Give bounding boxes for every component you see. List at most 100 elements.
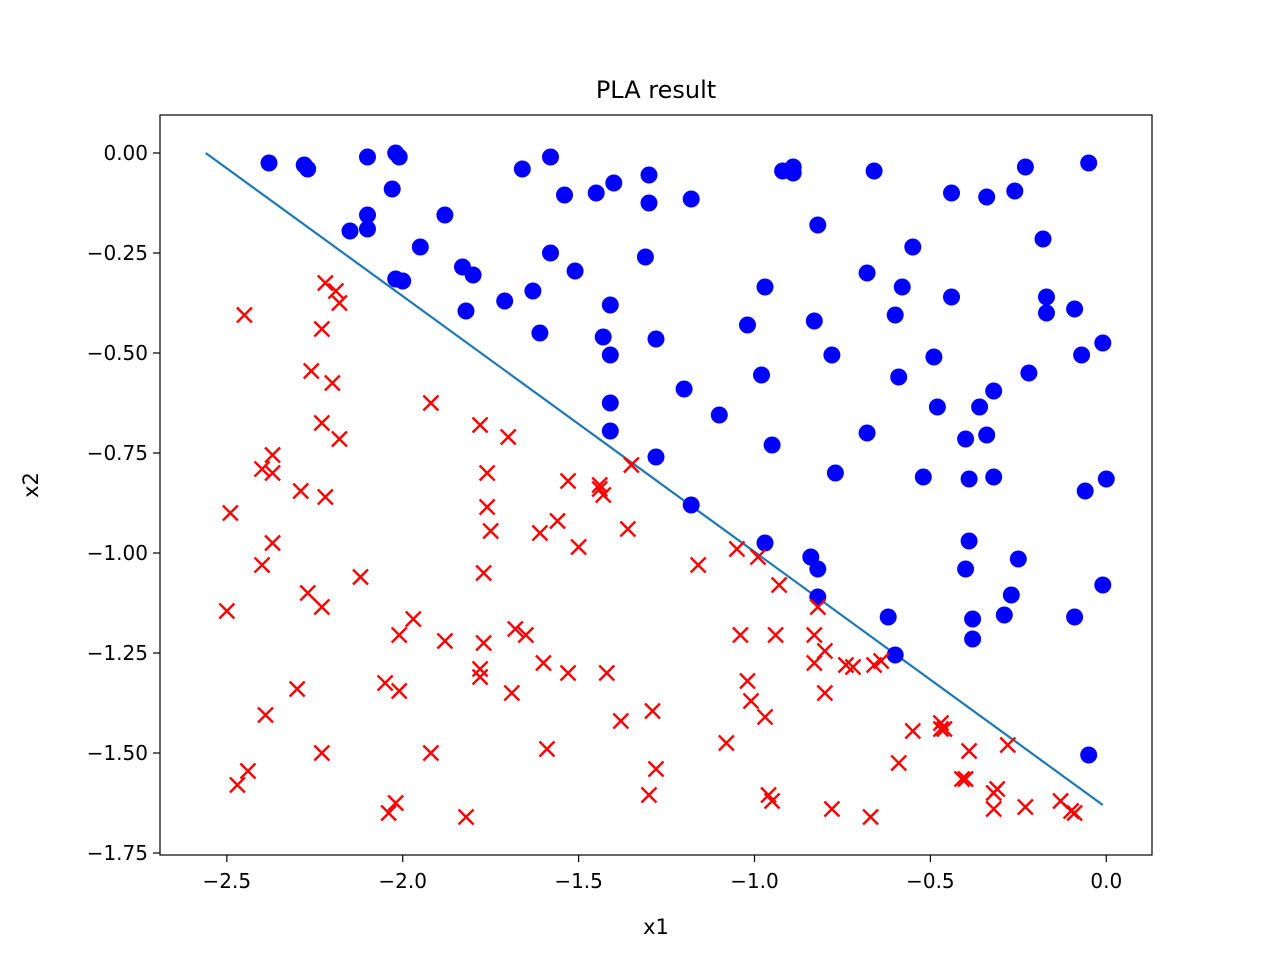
circle-point <box>858 264 876 282</box>
x-point <box>236 306 253 324</box>
x-point <box>313 744 331 762</box>
x-point <box>288 680 306 698</box>
circle-point <box>359 148 376 166</box>
x-point <box>623 456 640 474</box>
x-point <box>549 512 566 530</box>
circle-point <box>1094 334 1112 352</box>
chart-title: PLA result <box>596 76 716 104</box>
x-point <box>535 654 552 672</box>
x-point <box>644 702 661 720</box>
circle-point <box>756 278 774 296</box>
x-point <box>436 632 454 650</box>
x-point <box>890 754 908 772</box>
x-point <box>390 626 408 644</box>
x-tick-label: −2.5 <box>203 869 252 893</box>
x-point <box>264 534 281 552</box>
circle-point <box>753 366 770 384</box>
x-point <box>471 416 489 434</box>
circle-point <box>359 220 376 238</box>
circle-point <box>739 316 756 334</box>
x-point <box>598 664 616 682</box>
x-point <box>531 524 549 542</box>
circle-point <box>566 262 584 280</box>
x-point <box>316 274 334 292</box>
x-point <box>264 464 281 482</box>
circle-point <box>1038 304 1055 322</box>
x-tick-label: −1.5 <box>554 869 603 893</box>
circle-point <box>1016 158 1034 176</box>
circle-point <box>710 406 728 424</box>
x-point <box>316 488 334 506</box>
x-point <box>229 776 246 794</box>
circle-point <box>960 532 978 550</box>
x-point <box>767 626 784 644</box>
circle-point <box>904 238 922 256</box>
x-point <box>640 786 658 804</box>
x-point <box>739 672 756 690</box>
circle-point <box>682 496 700 514</box>
x-point <box>988 780 1006 798</box>
x-point <box>985 800 1003 818</box>
x-point <box>770 576 788 594</box>
circle-point <box>640 166 658 184</box>
circle-point <box>601 394 619 412</box>
x-point <box>331 430 348 448</box>
circle-point <box>542 244 559 262</box>
y-tick-label: 0.00 <box>103 141 148 165</box>
circle-point <box>1076 482 1094 500</box>
x-point <box>253 460 271 478</box>
x-point <box>728 540 746 558</box>
circle-point <box>971 398 989 416</box>
x-point <box>390 682 408 700</box>
circle-point <box>1073 346 1091 364</box>
x-point <box>324 374 341 392</box>
x-point <box>253 556 271 574</box>
circle-point <box>879 608 897 626</box>
circle-point <box>893 278 911 296</box>
circle-point <box>1020 364 1038 382</box>
circle-point <box>390 148 408 166</box>
circle-point <box>756 534 774 552</box>
x-point <box>471 660 489 678</box>
circle-point <box>436 206 454 224</box>
x-point <box>331 294 348 312</box>
x-axis-label: x1 <box>643 915 669 939</box>
circle-point <box>964 630 982 648</box>
x-point <box>299 584 317 602</box>
circle-point <box>682 190 700 208</box>
x-point <box>257 706 274 724</box>
circle-point <box>1038 288 1055 306</box>
x-point <box>475 634 492 652</box>
chart-marks <box>205 144 1115 826</box>
x-point <box>953 770 971 788</box>
x-tick-label: −0.5 <box>906 869 955 893</box>
x-point <box>1017 798 1034 816</box>
x-point <box>904 722 922 740</box>
x-point <box>239 762 257 780</box>
circle-point <box>341 222 359 240</box>
x-point <box>503 684 521 702</box>
x-point <box>313 598 331 616</box>
circle-point <box>886 306 904 324</box>
y-tick-label: −0.25 <box>87 241 148 265</box>
circle-point <box>964 610 982 628</box>
circle-point <box>914 468 932 486</box>
circle-point <box>809 588 827 606</box>
circle-point <box>960 470 978 488</box>
x-point <box>482 522 500 540</box>
circle-point <box>647 330 665 348</box>
circle-point <box>299 160 317 178</box>
x-point <box>218 602 236 620</box>
circle-point <box>457 302 475 320</box>
y-tick-label: −1.75 <box>87 841 148 865</box>
circle-point <box>763 436 781 454</box>
x-point <box>742 692 760 710</box>
circle-point <box>647 448 665 466</box>
x-point <box>506 620 524 638</box>
circle-point <box>524 282 542 300</box>
circle-point <box>513 160 531 178</box>
x-point <box>594 486 612 504</box>
x-point <box>936 720 953 738</box>
circle-point <box>260 154 278 172</box>
x-point <box>823 800 841 818</box>
